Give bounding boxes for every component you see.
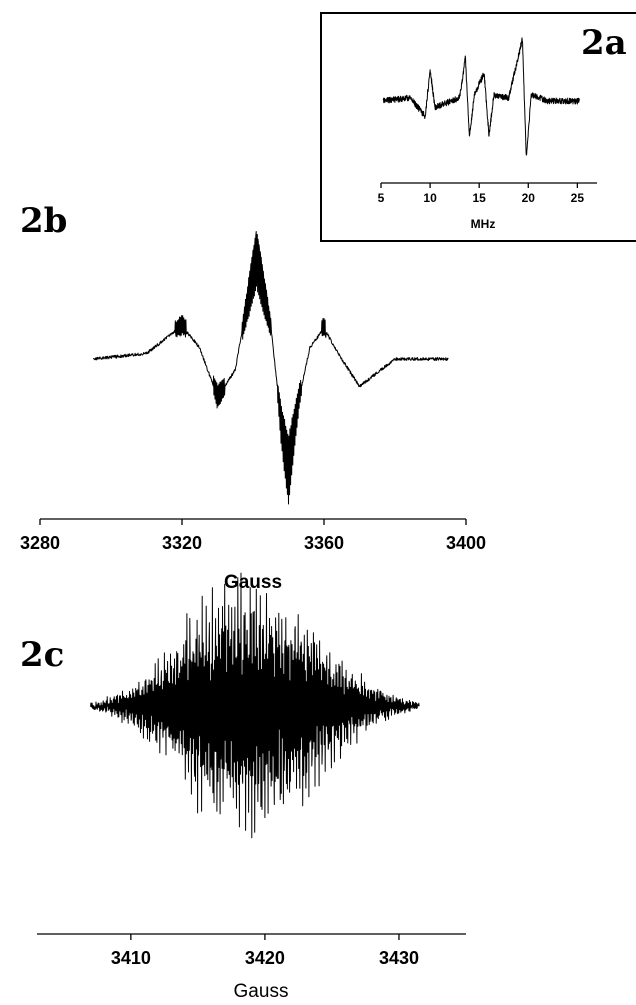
x-tick-label: 15 [473, 191, 487, 205]
panel-2c-trace [90, 572, 420, 839]
panel-2b-x-axis-title: Gauss [224, 572, 282, 593]
x-tick-label: 5 [378, 191, 385, 205]
panel-2c: 2c 3410 3420 3430 Gauss [20, 572, 466, 1002]
panel-2c-label: 2c [20, 635, 64, 675]
panel-2a-frame [320, 12, 636, 242]
panel-2a-label: 2a [581, 23, 627, 63]
x-tick-label: 3360 [304, 533, 344, 553]
x-tick-label: 3280 [20, 533, 60, 553]
panel-2b-label: 2b [20, 201, 67, 241]
panel-2b: 2b 3280 3320 3360 3400 Gauss [20, 201, 486, 593]
x-tick-label: 3420 [245, 948, 285, 968]
panel-2b-trace [92, 231, 449, 505]
x-tick-label: 10 [423, 191, 437, 205]
x-tick-label: 3400 [446, 533, 486, 553]
panel-2a-trace [382, 37, 580, 156]
panel-2c-x-axis-title: Gauss [234, 981, 289, 1002]
x-tick-label: 3320 [162, 533, 202, 553]
x-tick-label: 20 [522, 191, 536, 205]
x-tick-label: 25 [571, 191, 585, 205]
x-tick-label: 3410 [111, 948, 151, 968]
panel-2a: 2a 5 10 15 20 25 MHz [320, 12, 636, 242]
panel-2a-x-axis-title: MHz [471, 217, 496, 231]
x-tick-label: 3430 [379, 948, 419, 968]
